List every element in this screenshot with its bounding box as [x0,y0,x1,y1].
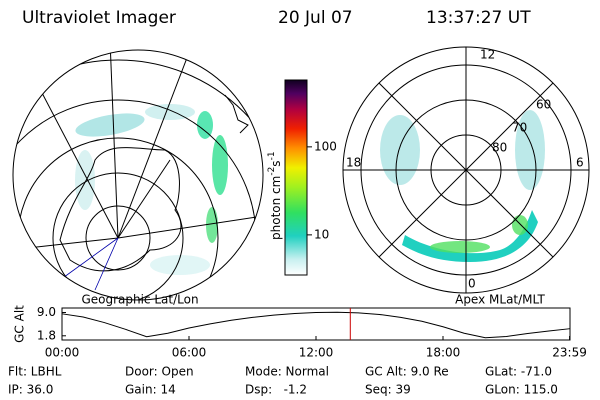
lat-label: 80 [492,141,507,155]
title: Ultraviolet Imager [22,8,176,28]
polar-map [342,46,590,294]
x-tick-label: 00:00 [45,346,80,360]
lat-label: 70 [512,121,527,135]
map-label: Apex MLat/MLT [455,293,545,307]
status-field: GLon: 115.0 [485,383,558,397]
colorbar-tick-label: 10 [314,227,329,241]
y-label: GC Alt [13,305,27,343]
x-tick-label: 06:00 [172,346,207,360]
x-tick-label: 18:00 [426,346,461,360]
status-field: Mode: Normal [245,365,329,379]
status-field: GC Alt: 9.0 Re [365,365,449,379]
status-field: Flt: LBHL [8,365,62,379]
status-field: GLat: -71.0 [485,365,552,379]
x-tick-label: 23:59 [552,346,587,360]
lat-label: 60 [536,98,551,112]
map-label: Geographic Lat/Lon [81,293,198,307]
x-tick-label: 12:00 [299,346,334,360]
y-tick-label: 9.0 [37,305,56,319]
status-field: IP: 36.0 [8,383,53,397]
colorbar-tick-label: 100 [314,139,337,153]
map-border [12,49,264,301]
altitude-line [61,311,571,339]
status-field: Seq: 39 [365,383,411,397]
mlt-label: 12 [480,48,495,62]
date: 20 Jul 07 [278,8,353,28]
status-field: Dsp: -1.2 [245,383,307,397]
time: 13:37:27 UT [426,8,531,28]
colorbar-label: photon cm-2s-1 [267,151,283,240]
status-field: Gain: 14 [125,383,176,397]
colorbar [284,79,308,276]
mlt-label: 0 [468,277,476,291]
mlt-label: 18 [346,156,361,170]
mlt-label: 6 [576,156,584,170]
y-tick-label: 1.8 [37,328,56,342]
status-field: Door: Open [125,365,194,379]
